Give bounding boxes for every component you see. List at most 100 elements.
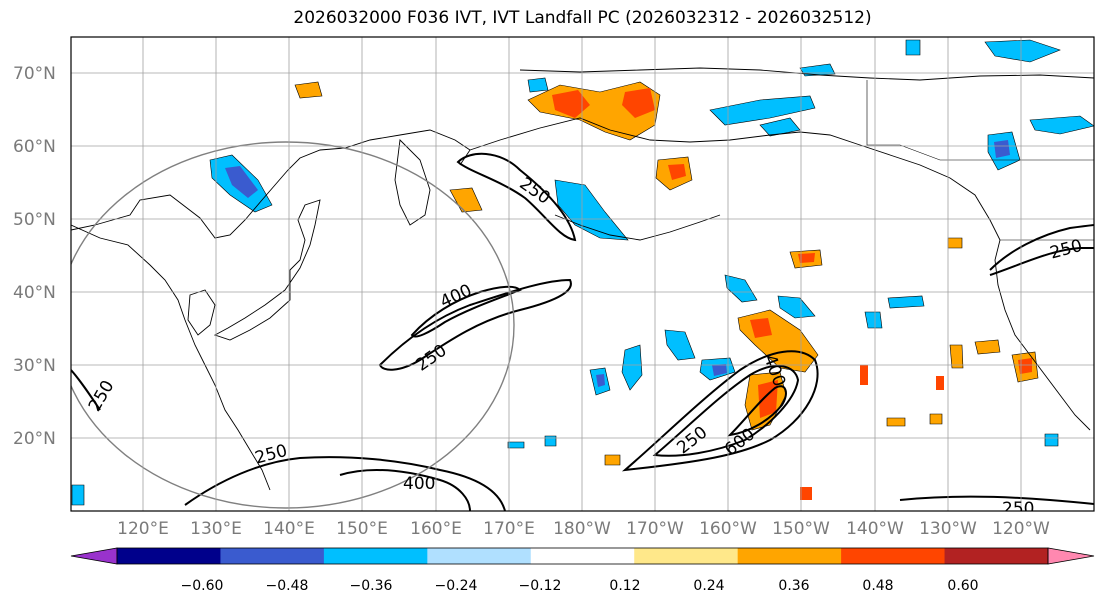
positive-anomaly-core <box>800 487 812 500</box>
contour-250-se <box>899 495 1094 505</box>
contour-250-east <box>621 350 819 472</box>
negative-anomaly-core <box>712 364 727 376</box>
lon-label: 170°W <box>626 519 684 539</box>
colorbar-tick-label: −0.12 <box>519 578 562 594</box>
negative-anomaly-patch <box>507 441 525 449</box>
positive-anomaly-patch <box>929 413 943 425</box>
map-title: 2026032000 F036 IVT, IVT Landfall PC (20… <box>293 8 872 28</box>
colorbar-tick-label: 0.48 <box>862 578 893 594</box>
colorbar-swatch <box>634 548 739 564</box>
contour-250-north <box>456 152 577 242</box>
colorbar-swatch <box>841 548 946 564</box>
colorbar-swatch <box>944 548 1049 564</box>
lon-label: 120°E <box>117 519 169 539</box>
asia-coastline <box>71 224 271 491</box>
korea-coastline <box>187 289 216 336</box>
colorbar-frame <box>116 547 1049 565</box>
lat-label: 60°N <box>13 137 56 157</box>
contour-250-west <box>71 369 101 411</box>
colorbar <box>70 547 1095 565</box>
positive-anomaly-patch <box>886 417 906 427</box>
colorbar-swatch <box>737 548 842 564</box>
negative-anomaly-patch <box>1029 115 1094 135</box>
positive-anomaly-patch <box>294 81 323 99</box>
colorbar-tick-label: 0.24 <box>693 578 724 594</box>
aleutians <box>554 214 721 241</box>
positive-anomaly-patch <box>974 339 1001 355</box>
positive-anomaly-core <box>622 88 655 118</box>
lon-label: 130°E <box>190 519 242 539</box>
colorbar-tick-label: 0.36 <box>778 578 809 594</box>
colorbar-tick-label: 0.12 <box>609 578 640 594</box>
contour-400-east <box>652 364 800 457</box>
lon-label: 140°W <box>846 519 904 539</box>
contour-600-east <box>727 385 787 437</box>
lon-label: 180°W <box>553 519 611 539</box>
colorbar-swatch <box>530 548 635 564</box>
contour-250-coast <box>989 224 1094 271</box>
positive-anomaly-core <box>798 253 815 263</box>
colorbar-labels: −0.60 −0.48 −0.36 −0.24 −0.12 0.12 0.24 … <box>181 578 979 594</box>
negative-anomaly-patch <box>554 179 629 241</box>
contour-label: 250 <box>1002 499 1034 519</box>
lat-label: 30°N <box>13 356 56 376</box>
lat-labels: 70°N 60°N 50°N 40°N 30°N 20°N <box>13 64 56 449</box>
lon-label: 150°W <box>772 519 830 539</box>
negative-anomaly-core <box>225 166 258 198</box>
alaska-coastline <box>469 117 1001 241</box>
lon-label: 140°E <box>263 519 315 539</box>
coastlines <box>71 67 1094 491</box>
negative-anomaly-patch <box>1044 433 1059 447</box>
colorbar-extend-high <box>1047 547 1095 565</box>
negative-anomaly-patch <box>724 274 758 303</box>
positive-anomaly-core <box>668 164 686 180</box>
negative-anomaly-patch <box>864 311 883 329</box>
border-line <box>866 80 1094 161</box>
negative-anomaly-core <box>596 374 605 387</box>
positive-anomaly-core <box>1018 358 1032 374</box>
kamchatka-coastline <box>394 139 431 226</box>
colorbar-swatch <box>117 548 221 564</box>
lon-label: 160°W <box>699 519 757 539</box>
ivt-shading <box>71 39 1094 506</box>
negative-anomaly-patch <box>544 435 557 447</box>
negative-anomaly-patch <box>777 295 816 319</box>
lon-label: 160°E <box>410 519 462 539</box>
positive-anomaly-patch <box>949 344 964 369</box>
asia-coastline <box>71 129 471 239</box>
colorbar-tick-label: −0.48 <box>266 578 309 594</box>
landfall-radius-circle <box>71 141 515 509</box>
negative-anomaly-patch <box>664 329 696 361</box>
negative-anomaly-patch <box>527 77 549 93</box>
map-frame <box>70 36 1095 512</box>
japan-coastline <box>213 199 321 341</box>
gridlines <box>71 37 1094 511</box>
lon-label: 170°E <box>483 519 535 539</box>
colorbar-swatch <box>427 548 532 564</box>
positive-anomaly-core <box>750 318 772 338</box>
negative-anomaly-patch <box>709 95 816 126</box>
lat-label: 70°N <box>13 64 56 84</box>
colorbar-swatch <box>220 548 325 564</box>
positive-anomaly-core <box>552 90 590 118</box>
colorbar-swatch <box>323 548 428 564</box>
lat-label: 20°N <box>13 429 56 449</box>
colorbar-tick-label: −0.36 <box>350 578 393 594</box>
negative-anomaly-patch <box>887 295 925 309</box>
negative-anomaly-patch <box>621 344 643 391</box>
negative-anomaly-core <box>994 140 1010 158</box>
lon-labels: 120°E 130°E 140°E 150°E 160°E 170°E 180°… <box>117 519 1050 539</box>
lon-label: 120°W <box>992 519 1050 539</box>
colorbar-tick-label: −0.60 <box>181 578 224 594</box>
negative-anomaly-patch <box>759 117 801 137</box>
contour-250-central <box>378 278 572 371</box>
positive-anomaly-patch <box>604 454 621 466</box>
contour-250-coast-lower <box>989 247 1094 276</box>
lat-label: 40°N <box>13 283 56 303</box>
positive-anomaly-core <box>936 376 944 390</box>
lon-label: 130°W <box>919 519 977 539</box>
colorbar-tick-label: 0.60 <box>947 578 978 594</box>
negative-anomaly-patch <box>984 39 1061 63</box>
positive-anomaly-core <box>860 365 868 385</box>
